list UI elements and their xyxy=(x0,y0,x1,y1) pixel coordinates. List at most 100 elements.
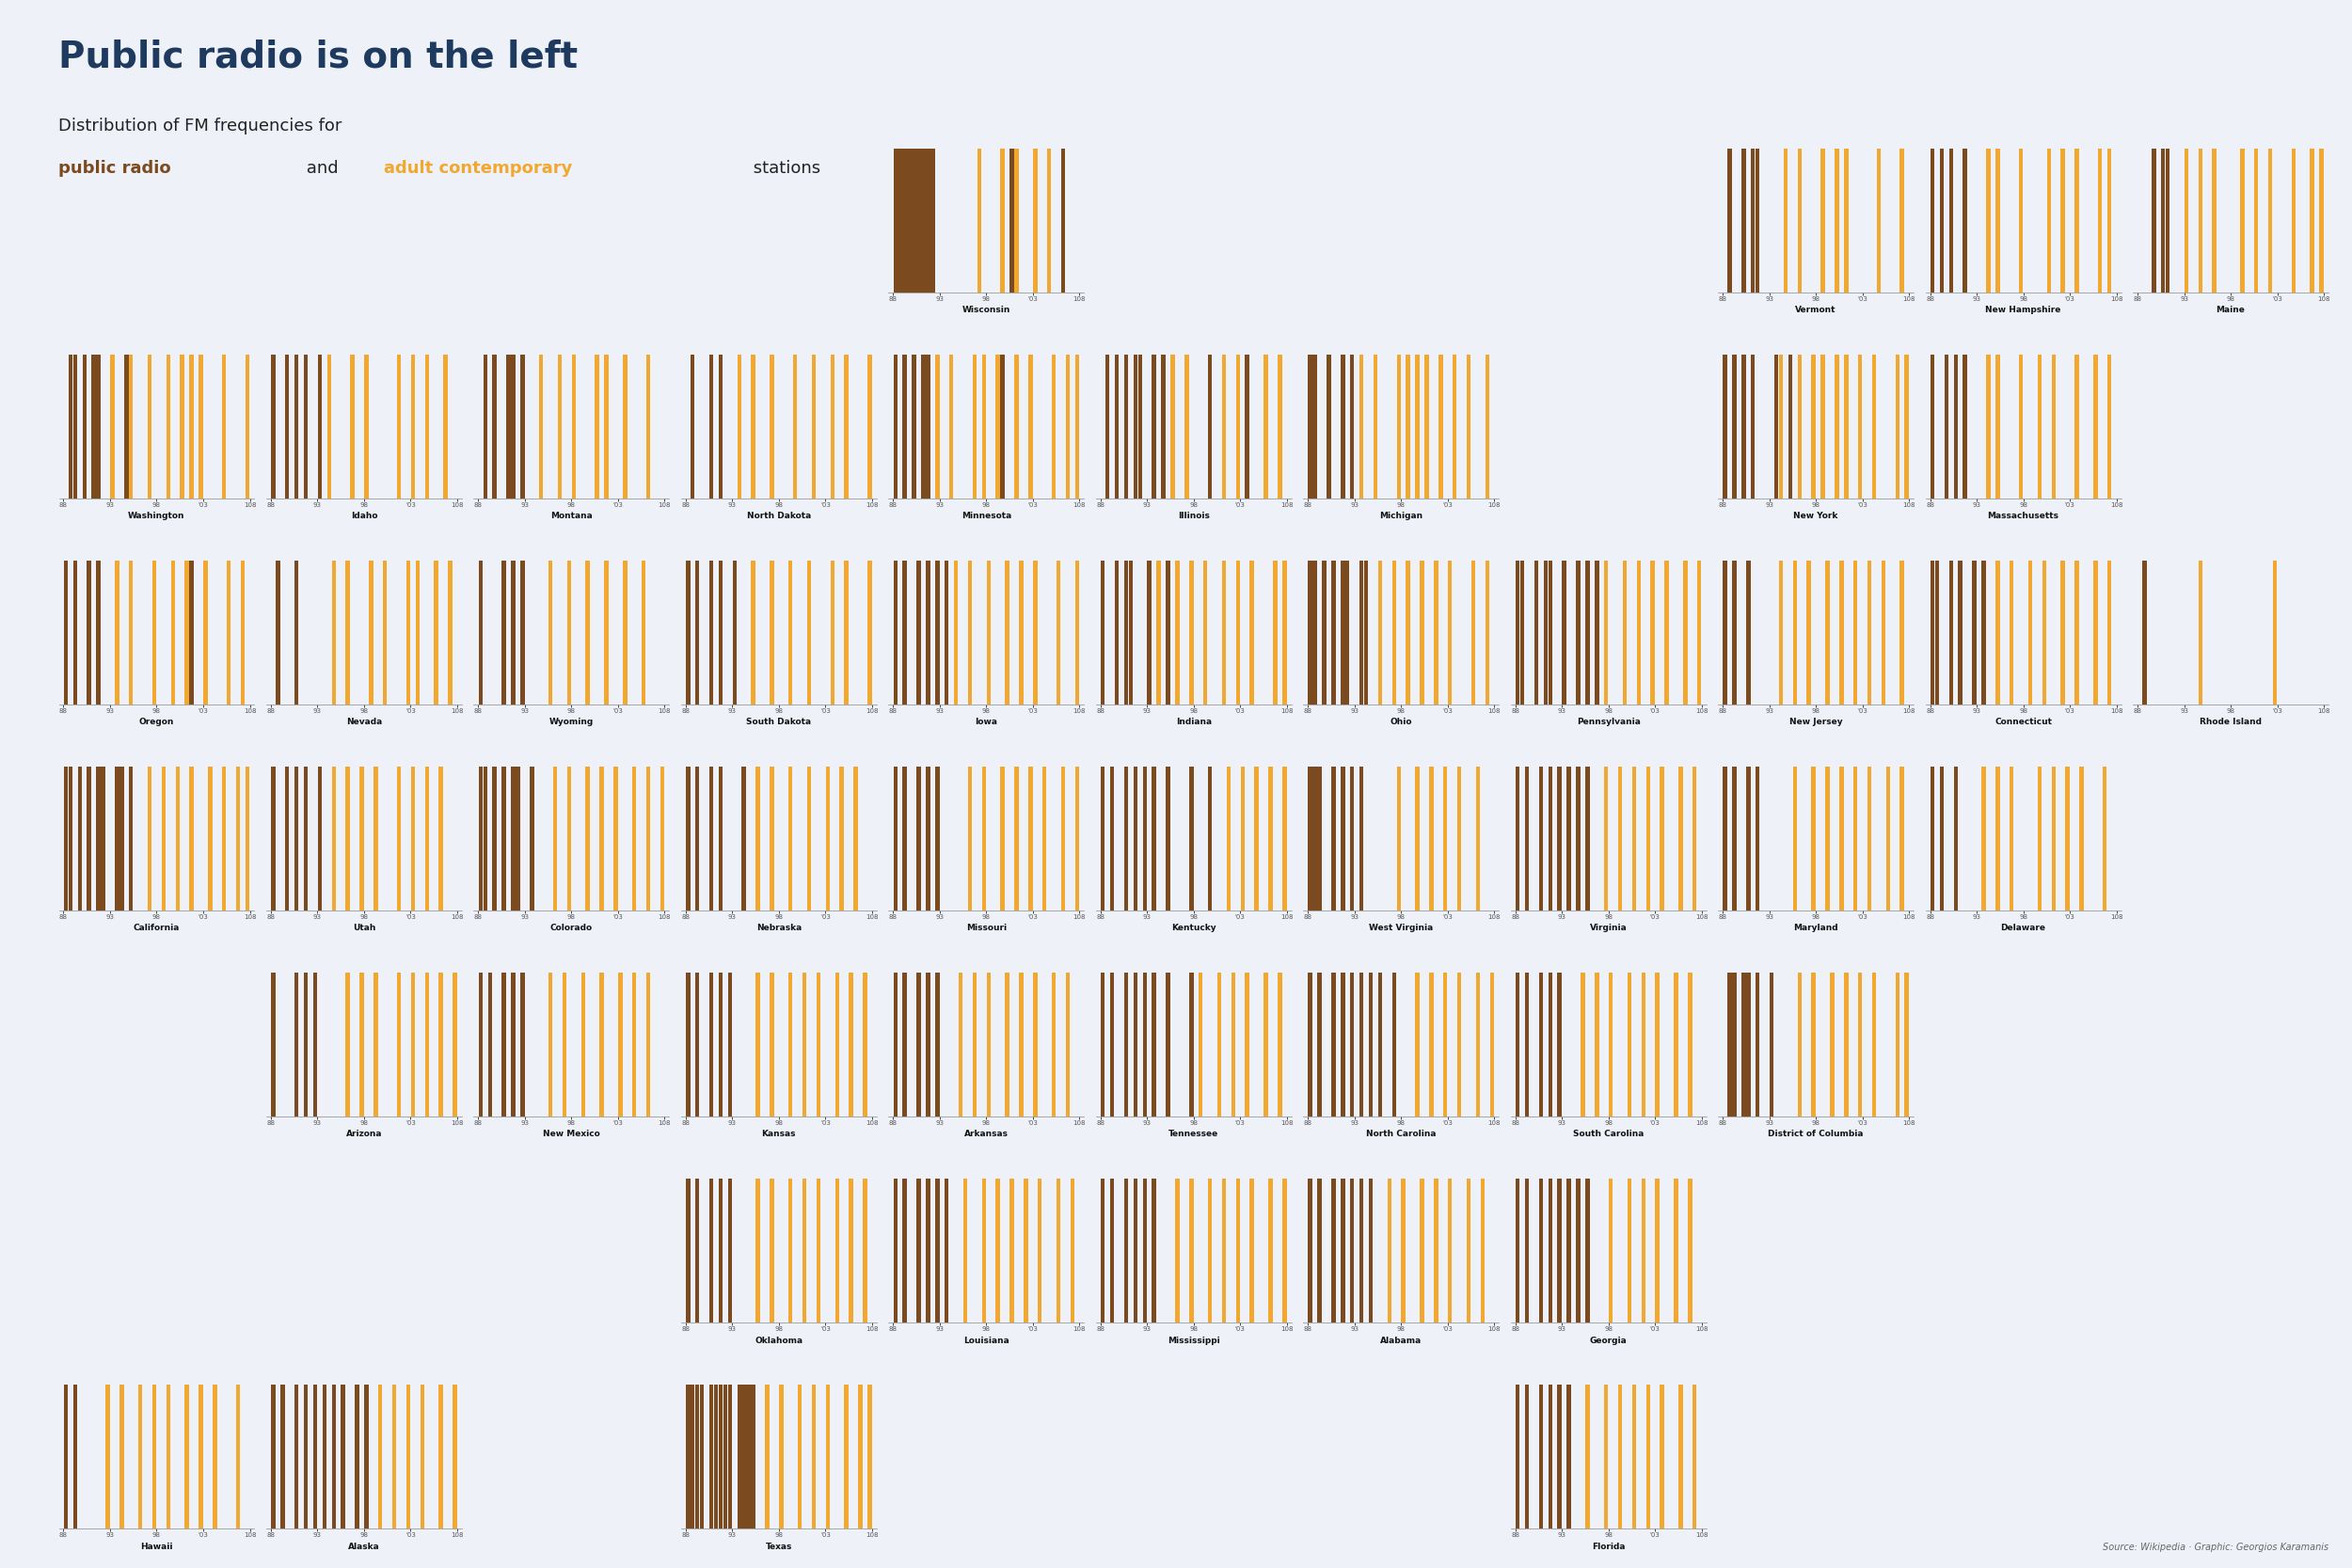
Bar xyxy=(379,1385,383,1529)
Bar xyxy=(1331,1179,1336,1323)
Bar xyxy=(1124,972,1129,1116)
Bar xyxy=(501,972,506,1116)
Bar xyxy=(1218,972,1221,1116)
Bar xyxy=(426,354,428,499)
Bar xyxy=(788,972,793,1116)
Text: Distribution of FM frequencies for: Distribution of FM frequencies for xyxy=(59,118,343,135)
Bar xyxy=(1684,560,1686,704)
Bar xyxy=(1014,149,1018,292)
X-axis label: Rhode Island: Rhode Island xyxy=(2199,718,2263,726)
Bar xyxy=(1788,354,1792,499)
Bar xyxy=(2161,149,2166,292)
Bar xyxy=(1359,767,1364,911)
Bar xyxy=(520,354,524,499)
Bar xyxy=(572,354,576,499)
Bar xyxy=(1004,560,1009,704)
Bar xyxy=(510,354,515,499)
Bar xyxy=(1230,972,1235,1116)
Bar xyxy=(1134,972,1138,1116)
X-axis label: Wyoming: Wyoming xyxy=(550,718,593,726)
Bar xyxy=(1468,1179,1470,1323)
Bar xyxy=(1272,560,1277,704)
Bar xyxy=(1209,1179,1211,1323)
Bar xyxy=(1134,354,1138,499)
Bar xyxy=(788,767,793,911)
Bar xyxy=(1585,1385,1590,1529)
Bar xyxy=(1604,1385,1609,1529)
X-axis label: Colorado: Colorado xyxy=(550,924,593,933)
Bar xyxy=(318,767,322,911)
Bar xyxy=(1792,767,1797,911)
Bar xyxy=(2199,560,2201,704)
Bar xyxy=(1124,560,1129,704)
Bar xyxy=(687,1179,689,1323)
Bar xyxy=(2098,149,2103,292)
Bar xyxy=(1548,972,1552,1116)
Bar xyxy=(1209,354,1211,499)
Bar xyxy=(717,354,722,499)
Bar xyxy=(1964,149,1966,292)
Bar xyxy=(1167,767,1169,911)
Bar xyxy=(426,972,428,1116)
Bar xyxy=(221,767,226,911)
Bar xyxy=(1249,560,1254,704)
Bar xyxy=(2199,149,2201,292)
Bar xyxy=(1797,354,1802,499)
Bar xyxy=(1950,560,1952,704)
X-axis label: District of Columbia: District of Columbia xyxy=(1769,1131,1863,1138)
Bar xyxy=(106,1385,111,1529)
Bar xyxy=(811,1385,816,1529)
Bar xyxy=(1959,560,1962,704)
Bar xyxy=(1124,767,1129,911)
Bar xyxy=(727,1385,731,1529)
Bar xyxy=(633,767,637,911)
Bar xyxy=(1282,767,1287,911)
Bar xyxy=(967,767,971,911)
Bar xyxy=(1632,1385,1637,1529)
Bar xyxy=(1369,1179,1374,1323)
Bar xyxy=(936,972,938,1116)
Bar xyxy=(755,972,760,1116)
Bar xyxy=(696,1179,699,1323)
Bar xyxy=(623,354,628,499)
Bar xyxy=(687,1385,689,1529)
Bar xyxy=(1204,560,1207,704)
Bar xyxy=(445,354,447,499)
Bar xyxy=(1538,1179,1543,1323)
Bar xyxy=(322,1385,327,1529)
Bar xyxy=(1263,972,1268,1116)
X-axis label: Mississippi: Mississippi xyxy=(1167,1336,1221,1345)
Bar xyxy=(1190,560,1192,704)
Bar xyxy=(397,354,402,499)
X-axis label: Indiana: Indiana xyxy=(1176,718,1211,726)
Bar xyxy=(412,972,414,1116)
Bar xyxy=(863,1179,868,1323)
Bar xyxy=(1312,560,1317,704)
Bar xyxy=(1740,972,1745,1116)
Bar xyxy=(1439,354,1442,499)
Bar xyxy=(1350,1179,1355,1323)
X-axis label: Washington: Washington xyxy=(127,511,186,521)
Bar xyxy=(1341,560,1345,704)
X-axis label: Idaho: Idaho xyxy=(350,511,376,521)
Bar xyxy=(280,1385,285,1529)
Bar xyxy=(1994,354,1999,499)
Bar xyxy=(769,972,774,1116)
Bar xyxy=(1322,560,1327,704)
Bar xyxy=(1740,354,1745,499)
Bar xyxy=(101,767,106,911)
Bar xyxy=(1642,972,1646,1116)
Bar xyxy=(2185,149,2187,292)
Bar xyxy=(623,560,628,704)
Bar xyxy=(1905,354,1910,499)
Bar xyxy=(1042,767,1047,911)
Bar xyxy=(908,149,913,292)
Bar xyxy=(1051,972,1056,1116)
Bar xyxy=(1101,560,1105,704)
Bar xyxy=(1973,560,1976,704)
Bar xyxy=(1679,1385,1682,1529)
Bar xyxy=(1858,972,1863,1116)
Bar xyxy=(96,354,101,499)
Bar xyxy=(1750,149,1755,292)
Bar xyxy=(1872,354,1877,499)
